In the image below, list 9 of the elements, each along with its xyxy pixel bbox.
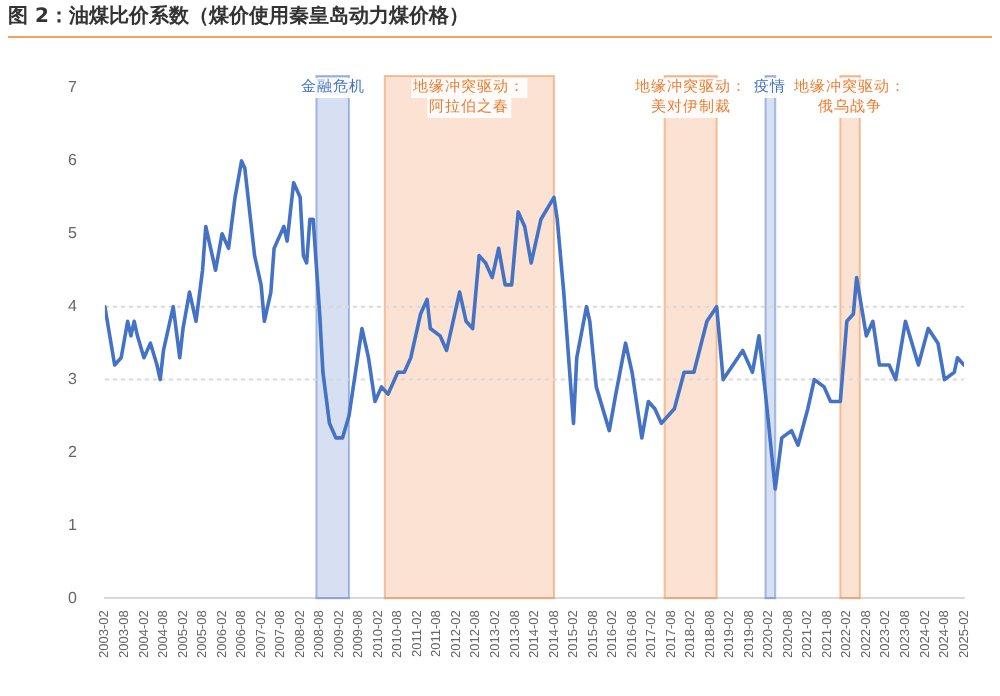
chart-title: 图 2：油煤比价系数（煤价使用秦皇岛动力煤价格） [8,4,992,38]
y-tick-label: 3 [67,370,78,388]
y-tick-label: 7 [67,78,78,97]
y-tick-label: 2 [67,442,78,461]
y-tick-label: 5 [67,224,78,243]
y-tick-label: 0 [67,588,78,607]
y-tick-label: 4 [67,297,78,316]
y-tick-label: 1 [67,515,78,534]
y-tick-label: 6 [67,151,78,170]
